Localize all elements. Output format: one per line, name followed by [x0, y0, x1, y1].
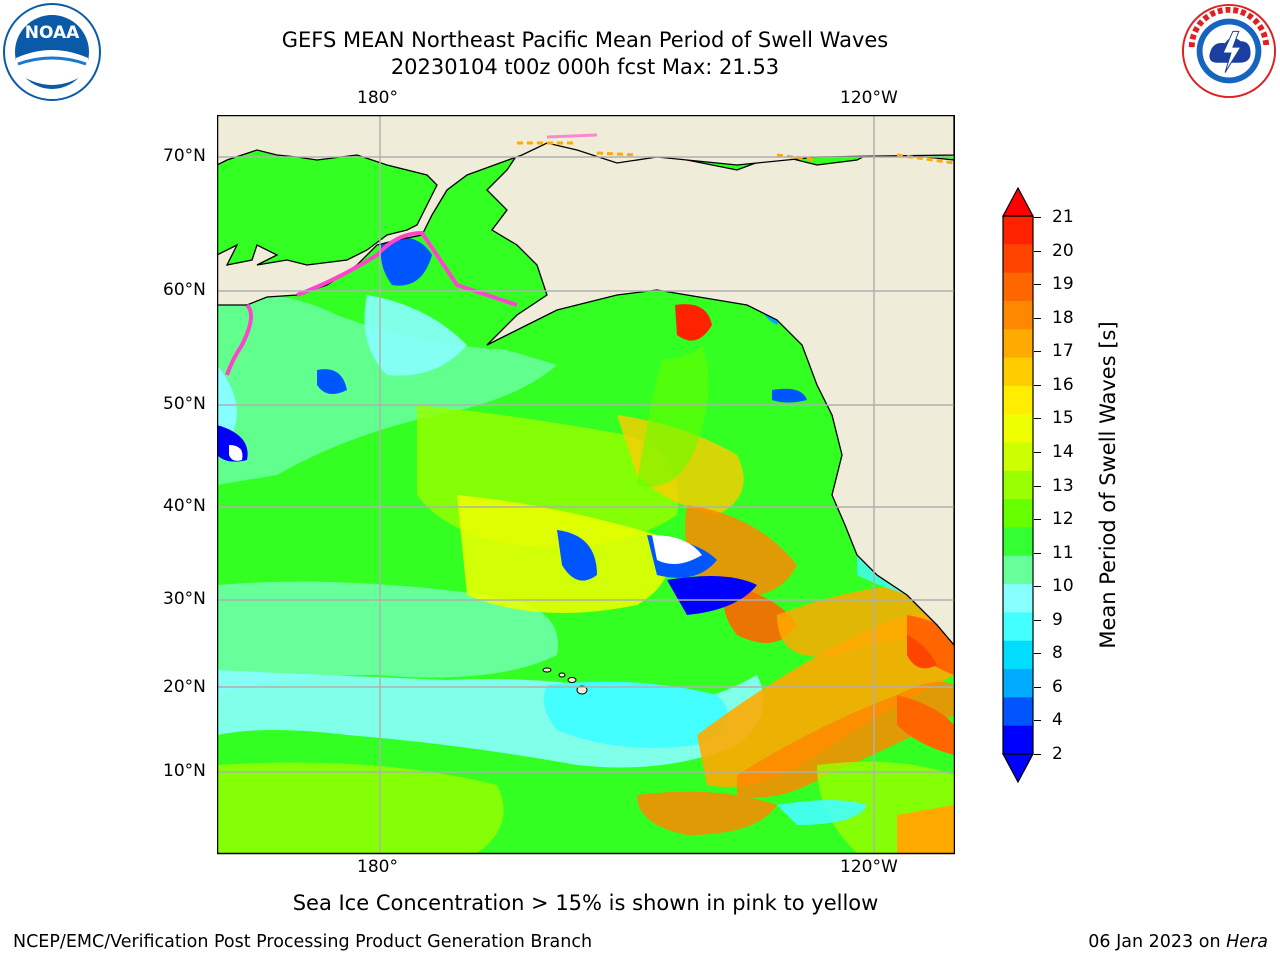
sea-ice-fringe [225, 133, 954, 376]
colorbar-band [1003, 300, 1033, 330]
colorbar-label: 15 [1052, 408, 1074, 429]
lat-tick-50n: 50°N [163, 394, 206, 414]
colorbar-over-triangle [1001, 186, 1035, 217]
colorbar-tick [1034, 754, 1041, 755]
colorbar-band [1003, 470, 1033, 500]
colorbar-label: 16 [1052, 374, 1074, 395]
colorbar-band [1003, 414, 1033, 444]
colorbar-band [1003, 357, 1033, 387]
colorbar-tick [1034, 720, 1041, 722]
colorbar-label: 20 [1052, 240, 1074, 261]
colorbar-label: 9 [1052, 609, 1063, 630]
nws-logo [1181, 3, 1277, 99]
colorbar-band [1003, 329, 1033, 359]
colorbar-band [1003, 640, 1033, 670]
colorbar-band [1003, 499, 1033, 528]
colorbar-title: Mean Period of Swell Waves [s] [1096, 321, 1120, 649]
colorbar-band [1003, 669, 1033, 698]
colorbar-tick [1034, 384, 1041, 386]
colorbar-under-triangle [1001, 753, 1035, 784]
lat-tick-60n: 60°N [163, 280, 206, 300]
footer-host: Hera [1226, 932, 1268, 952]
colorbar-label: 6 [1052, 676, 1063, 697]
colorbar-band [1003, 612, 1033, 642]
colorbar-tick [1034, 451, 1041, 453]
lat-tick-20n: 20°N [163, 677, 206, 697]
colorbar-band [1003, 527, 1033, 557]
colorbar-label: 2 [1052, 744, 1063, 764]
colorbar-tick [1034, 619, 1041, 621]
colorbar-label: 11 [1052, 542, 1074, 563]
colorbar-tick [1034, 351, 1041, 353]
sea-ice-caption: Sea Ice Concentration > 15% is shown in … [292, 891, 879, 915]
colorbar-label: 8 [1052, 643, 1063, 664]
lon-tick-bottom-120w: 120°W [840, 857, 898, 877]
lat-tick-30n: 30°N [163, 589, 206, 609]
lat-tick-10n: 10°N [163, 761, 206, 781]
colorbar-label: 21 [1052, 207, 1074, 227]
colorbar-band [1003, 584, 1033, 613]
colorbar-label: 17 [1052, 341, 1074, 362]
map-grid [217, 115, 954, 853]
colorbar-label: 18 [1052, 307, 1074, 328]
lon-tick-bottom-180: 180° [357, 857, 398, 877]
lon-tick-top-120w: 120°W [840, 88, 898, 108]
noaa-logo-text: NOAA [25, 23, 80, 43]
colorbar-band [1003, 442, 1033, 472]
period-field-regions [217, 237, 954, 853]
footer-producer: NCEP/EMC/Verification Post Processing Pr… [13, 932, 593, 952]
colorbar-band [1003, 244, 1033, 274]
colorbar-tick [1034, 586, 1041, 588]
colorbar-band [1003, 697, 1033, 727]
chart-title: GEFS MEAN Northeast Pacific Mean Period … [281, 28, 889, 52]
colorbar-tick [1034, 686, 1041, 688]
colorbar-tick [1034, 418, 1041, 420]
colorbar-label: 14 [1052, 441, 1074, 462]
colorbar-band [1003, 385, 1033, 415]
colorbar-band [1003, 725, 1033, 755]
colorbar-tick [1034, 519, 1041, 521]
colorbar [1001, 186, 1035, 784]
colorbar-band [1003, 216, 1033, 245]
colorbar-band [1003, 555, 1033, 585]
footer-date-text: 06 Jan 2023 on [1088, 932, 1221, 952]
colorbar-tick [1034, 653, 1041, 655]
swell-period-map [217, 115, 955, 855]
colorbar-label: 4 [1052, 710, 1063, 731]
colorbar-label: 13 [1052, 475, 1074, 496]
hawaiian-islands [542, 667, 588, 695]
colorbar-tick [1034, 317, 1041, 319]
colorbar-tick [1034, 552, 1041, 554]
map-frame [217, 115, 955, 855]
noaa-logo: NOAA [3, 3, 101, 101]
colorbar-label: 10 [1052, 576, 1074, 597]
colorbar-label: 19 [1052, 274, 1074, 295]
lon-tick-top-180: 180° [357, 88, 398, 108]
chart-subtitle: 20230104 t00z 000h fcst Max: 21.53 [390, 55, 780, 79]
footer-date: 06 Jan 2023 on Hera [1088, 932, 1268, 952]
colorbar-tick [1034, 485, 1041, 487]
lat-tick-70n: 70°N [163, 146, 206, 166]
colorbar-tick [1034, 250, 1041, 252]
colorbar-tick [1034, 284, 1041, 286]
colorbar-band [1003, 272, 1033, 302]
colorbar-tick [1034, 217, 1041, 218]
colorbar-label: 12 [1052, 509, 1074, 530]
lat-tick-40n: 40°N [163, 496, 206, 516]
